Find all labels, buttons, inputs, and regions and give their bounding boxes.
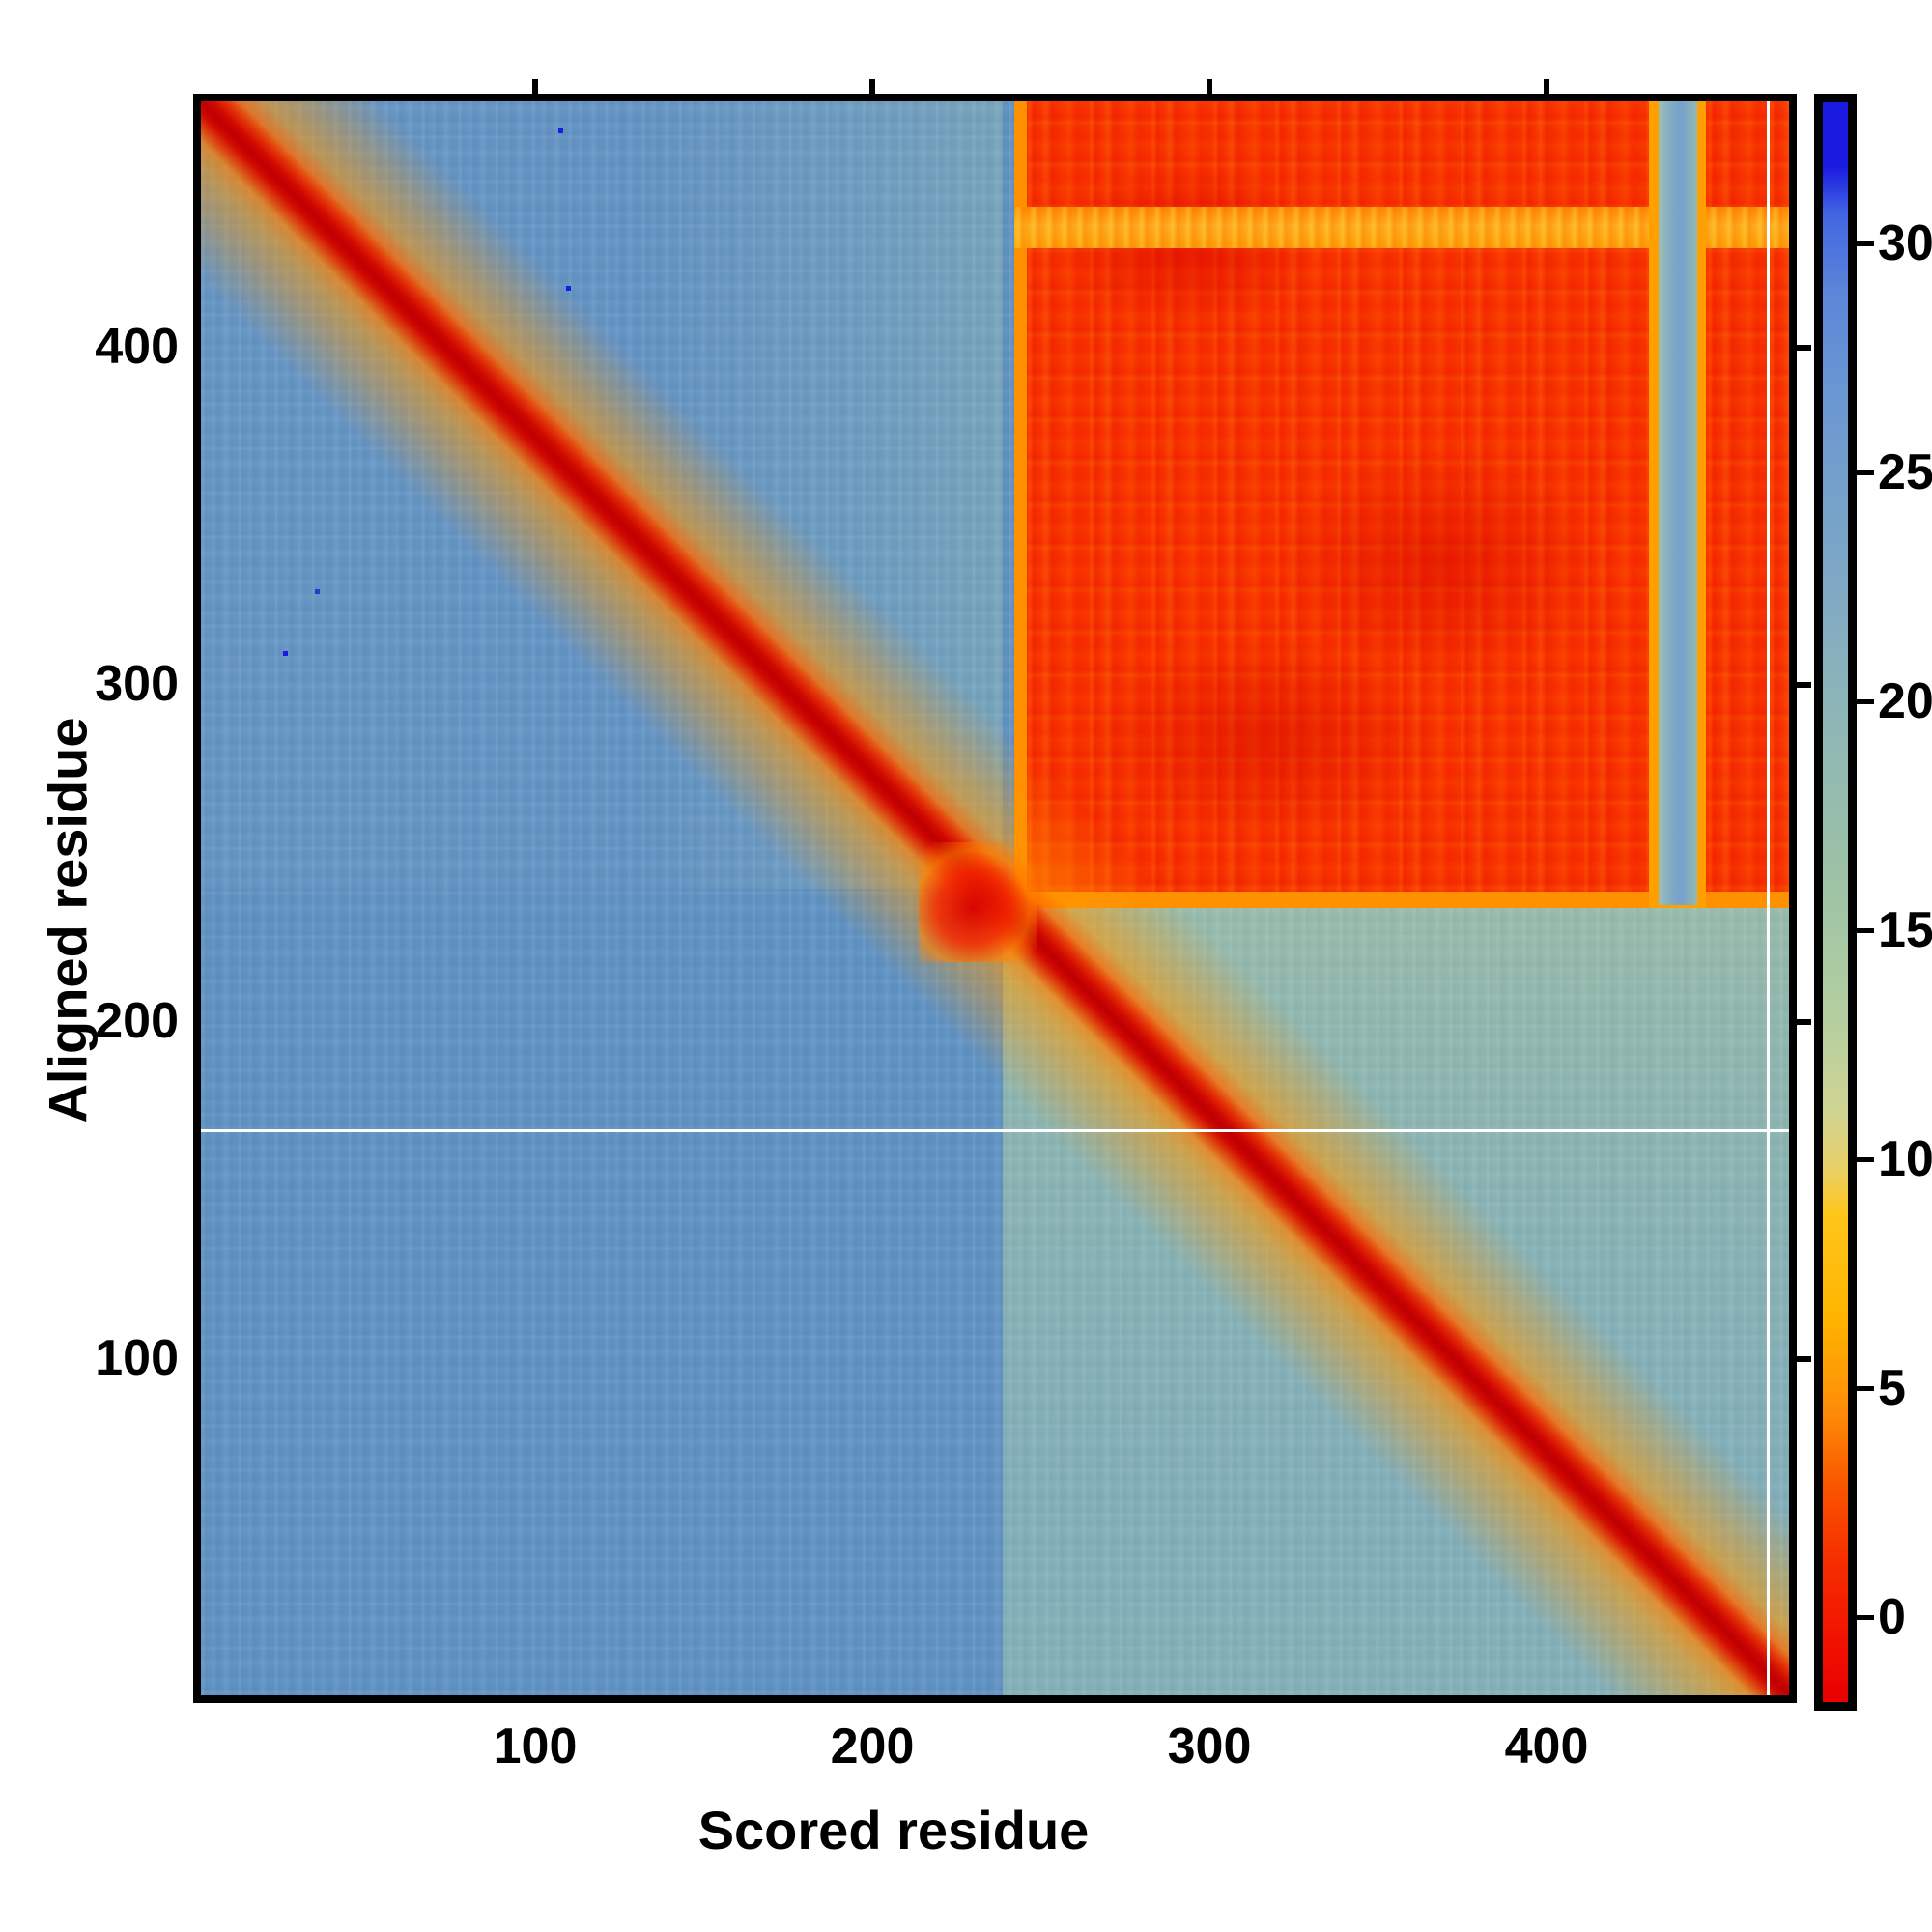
heatmap-speck [566,286,572,292]
y-edge-tick-right [1797,345,1811,351]
colorbar-tick-label-0: 0 [1878,1589,1906,1645]
y-tick-label-200: 200 [95,993,179,1049]
y-tick-label-300: 300 [95,656,179,712]
colorbar-tick-mark-20 [1857,699,1874,704]
colorbar-tick-label-25: 25 [1878,444,1932,500]
heatmap-diagonal-bulge [919,842,1038,962]
x-edge-tick-top [869,79,875,94]
colorbar-tick-mark-10 [1857,1157,1874,1162]
colorbar-tick-mark-5 [1857,1386,1874,1391]
x-tick-label-200: 200 [830,1719,915,1775]
x-tick-label-300: 300 [1167,1719,1252,1775]
colorbar-tick-label-30: 30 [1878,215,1932,271]
colorbar-gradient [1823,102,1848,1702]
colorbar-tick-label-20: 20 [1878,673,1932,729]
plot-frame [193,94,1797,1703]
colorbar-tick-label-5: 5 [1878,1360,1906,1416]
colorbar-tick-mark-25 [1857,470,1874,475]
x-tick-label-100: 100 [493,1719,578,1775]
y-edge-tick-right [1797,682,1811,688]
x-edge-tick-top [1544,79,1549,94]
colorbar-tick-label-15: 15 [1878,902,1932,958]
colorbar-tick-label-10: 10 [1878,1131,1932,1187]
white-gridline-horizontal [201,1129,1789,1133]
x-axis-title-text: Scored residue [697,1800,1090,1861]
y-axis-title: Aligned residue [37,717,99,1123]
colorbar-tick-mark-0 [1857,1615,1874,1620]
x-edge-tick-top [1207,79,1212,94]
white-gridline-vertical [1766,101,1770,1695]
y-tick-label-400: 400 [95,319,179,375]
x-axis-title: Scored residue [0,1799,1932,1861]
colorbar-tick-mark-15 [1857,928,1874,933]
colorbar[interactable] [1814,94,1857,1711]
y-edge-tick-right [1797,1356,1811,1362]
y-edge-tick-right [1797,1019,1811,1025]
x-tick-label-400: 400 [1504,1719,1589,1775]
heatmap-speck [283,651,289,657]
y-tick-label-100: 100 [95,1330,179,1386]
colorbar-ticks: 30 25 20 15 10 5 0 [1814,94,1932,1711]
heatmap-speck [315,588,321,594]
heatmap-plot-area[interactable] [201,101,1789,1695]
colorbar-tick-mark-30 [1857,242,1874,246]
x-edge-tick-top [532,79,538,94]
heatmap-speck [557,128,563,134]
